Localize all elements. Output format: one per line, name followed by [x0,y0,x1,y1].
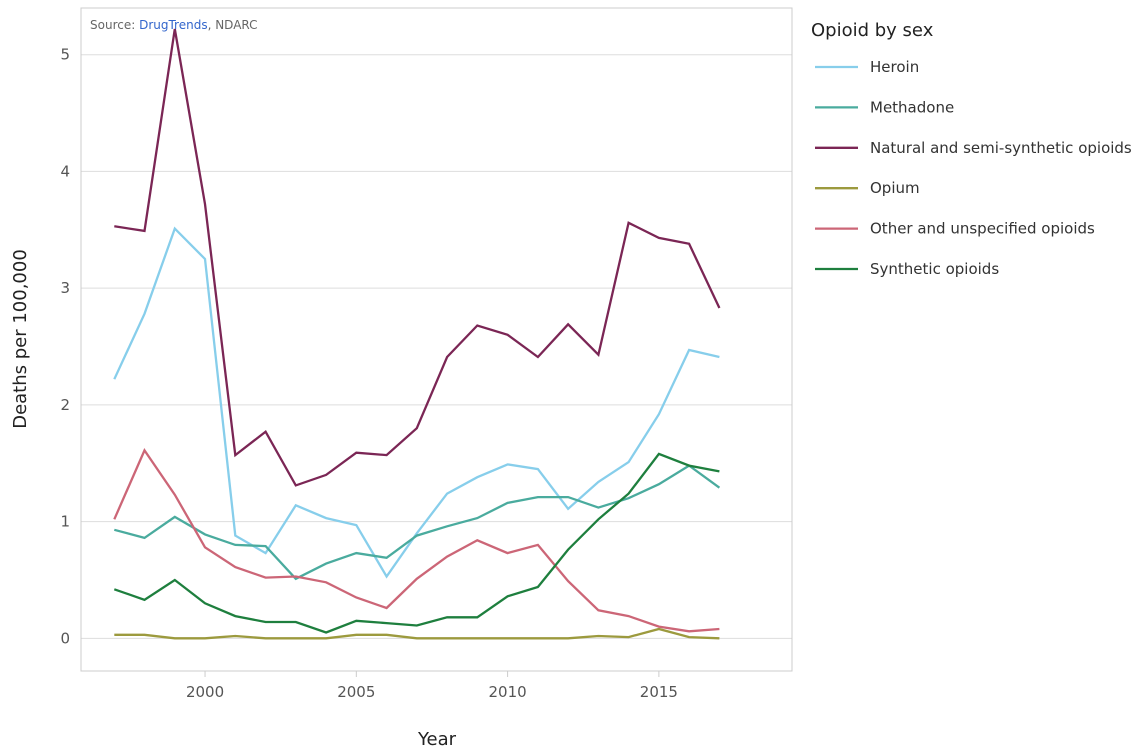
legend-label: Natural and semi-synthetic opioids [870,139,1132,157]
series-line-synthetic-opioids [113,452,720,634]
x-tick-label: 2015 [640,683,678,701]
legend-label: Methadone [870,98,954,116]
y-axis-ticks: 0 1 2 3 4 5 [60,46,70,648]
y-tick-label: 4 [60,162,70,180]
x-axis-ticks: 2000 2005 2010 2015 [186,671,678,701]
legend-item-synthetic-opioids[interactable]: Synthetic opioids [815,260,999,278]
series-line-natural-and-semi-synthetic-opioids [114,28,721,487]
y-tick-label: 5 [60,46,70,64]
source-note: Source: DrugTrends, NDARC [90,18,258,32]
series-line-other-and-unspecified-opioids [113,448,720,633]
source-prefix: Source: [90,18,139,32]
legend: Heroin Methadone Natural and semi-syntheti… [815,58,1132,278]
x-tick-label: 2000 [186,683,224,701]
legend-item-opium[interactable]: Opium [815,179,920,197]
legend-title: Opioid by sex [811,20,934,41]
source-link-drugtrends[interactable]: DrugTrends [139,18,208,32]
x-tick-label: 2005 [337,683,375,701]
y-axis-title: Deaths per 100,000 [10,249,31,429]
legend-item-other-and-unspecified-opioids[interactable]: Other and unspecified opioids [815,220,1095,238]
x-tick-label: 2010 [489,683,527,701]
legend-label: Heroin [870,58,919,76]
legend-item-methadone[interactable]: Methadone [815,98,954,116]
plot-area-border [80,7,793,672]
series-line-opium [114,627,720,640]
y-tick-label: 3 [60,279,70,297]
source-suffix: , NDARC [208,18,258,32]
x-axis-title: Year [417,729,457,746]
y-tick-label: 2 [60,396,70,414]
series-lines [113,28,721,640]
y-tick-label: 1 [60,513,70,531]
series-line-heroin [113,226,720,579]
legend-label: Other and unspecified opioids [870,220,1095,238]
gridlines [81,54,792,639]
legend-item-natural-and-semi-synthetic-opioids[interactable]: Natural and semi-synthetic opioids [815,139,1132,157]
legend-item-heroin[interactable]: Heroin [815,58,919,76]
y-tick-label: 0 [60,629,70,647]
legend-label: Synthetic opioids [870,260,999,278]
series-line-methadone [114,464,721,581]
legend-label: Opium [870,179,920,197]
